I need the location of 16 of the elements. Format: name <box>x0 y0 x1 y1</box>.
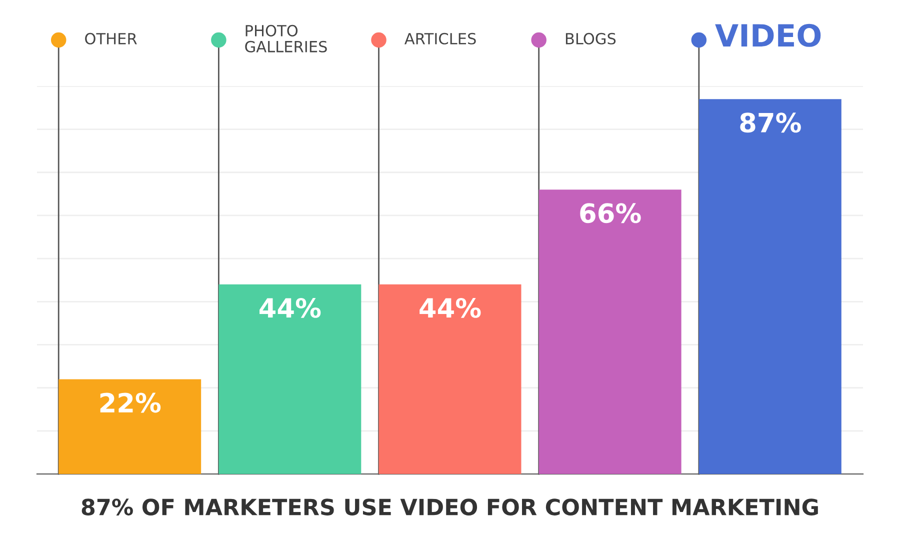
x-tick-label: BLOGS <box>566 32 616 44</box>
data-label: 22% <box>100 392 161 413</box>
bar <box>378 284 522 474</box>
text: 87% OF MARKETERS USE VIDEO FOR CONTENT MARKETING <box>82 498 818 516</box>
bar <box>218 284 362 474</box>
data-label: 44% <box>260 298 321 318</box>
data-label: 87% <box>740 112 801 133</box>
data-label: 44% <box>420 298 481 318</box>
bar <box>58 379 202 474</box>
x-tick-label: PHOTO GALLERIES <box>245 24 327 52</box>
x-tick-label: OTHER <box>85 32 137 44</box>
data-label: 66% <box>580 203 641 224</box>
bar <box>538 190 682 474</box>
x-tick-label: VIDEO <box>715 24 821 47</box>
x-tick-label: ARTICLES <box>404 32 476 44</box>
bar <box>698 99 842 474</box>
